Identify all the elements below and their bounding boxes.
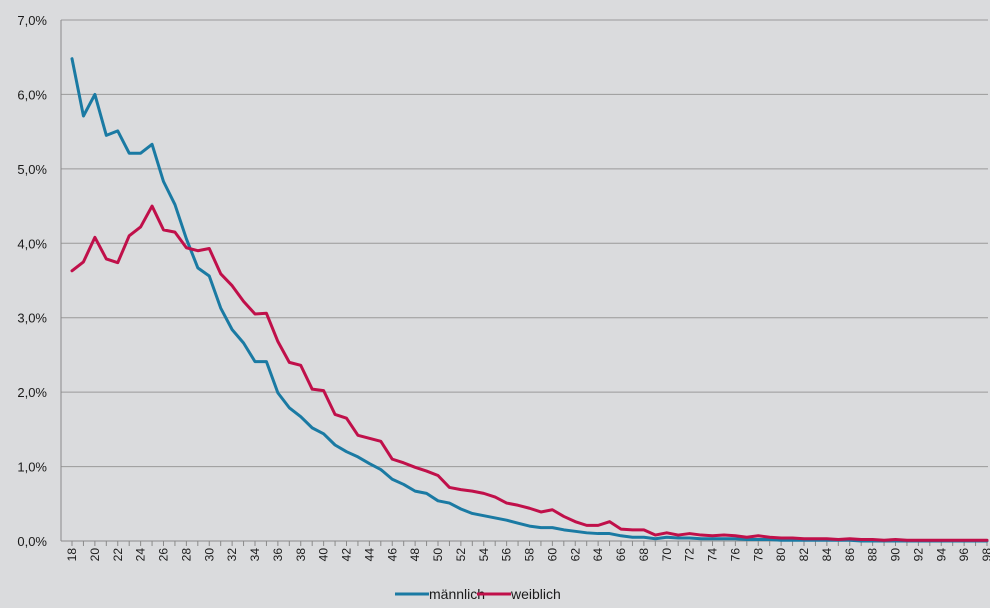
x-tick-label: 78 [751,548,765,562]
y-axis: 0,0% 1,0% 2,0% 3,0% 4,0% 5,0% 6,0% 7,0% [17,13,62,549]
x-tick-label: 94 [934,548,948,562]
x-axis: 18 20 22 24 26 28 30 32 34 36 38 40 42 44 46 48 50 52 54 56… [65,541,990,561]
legend-label: weiblich [510,586,561,602]
series-line [70,204,989,542]
y-tick-label: 1,0% [17,460,47,475]
x-tick-label: 52 [454,548,468,562]
x-tick-label: 34 [248,548,262,562]
x-tick-label: 80 [774,548,788,562]
y-tick-label: 0,0% [17,534,47,549]
x-tick-label: 82 [797,548,811,562]
x-tick-label: 74 [706,548,720,562]
x-tick-label: 22 [111,548,125,562]
x-tick-label: 46 [385,548,399,562]
x-tick-label: 76 [728,548,742,562]
x-tick-label: 28 [179,548,193,562]
legend: männlich weiblich [395,586,561,602]
x-tick-label: 90 [889,548,903,562]
x-tick-label: 40 [317,548,331,562]
x-tick-label: 36 [271,548,285,562]
x-tick-label: 26 [157,548,171,562]
x-tick-label: 24 [134,548,148,562]
x-tick-label: 60 [545,548,559,562]
series-lines [70,57,989,543]
x-tick-label: 58 [523,548,537,562]
y-tick-label: 2,0% [17,385,47,400]
x-tick-label: 72 [683,548,697,562]
x-tick-label: 32 [225,548,239,562]
series-line [70,57,989,543]
x-tick-label: 88 [866,548,880,562]
x-tick-label: 44 [362,548,376,562]
x-tick-label: 42 [340,548,354,562]
x-tick-label: 56 [500,548,514,562]
grid-lines [61,19,988,542]
x-tick-label: 20 [88,548,102,562]
x-tick-label: 70 [660,548,674,562]
y-tick-label: 4,0% [17,236,47,251]
x-tick-label: 86 [843,548,857,562]
y-tick-label: 5,0% [17,162,47,177]
x-tick-label: 84 [820,548,834,562]
y-tick-label: 6,0% [17,87,47,102]
x-tick-label: 64 [591,548,605,562]
y-tick-label: 7,0% [17,13,47,28]
legend-label: männlich [429,586,485,602]
x-tick-label: 68 [637,548,651,562]
x-tick-label: 50 [431,548,445,562]
x-tick-label: 98 [980,548,990,562]
x-tick-label: 48 [408,548,422,562]
y-tick-label: 3,0% [17,311,47,326]
x-tick-label: 96 [957,548,971,562]
x-tick-label: 92 [911,548,925,562]
x-tick-label: 18 [65,548,79,562]
x-tick-label: 62 [568,548,582,562]
x-tick-label: 38 [294,548,308,562]
x-tick-label: 66 [614,548,628,562]
x-tick-label: 30 [202,548,216,562]
x-tick-label: 54 [477,548,491,562]
